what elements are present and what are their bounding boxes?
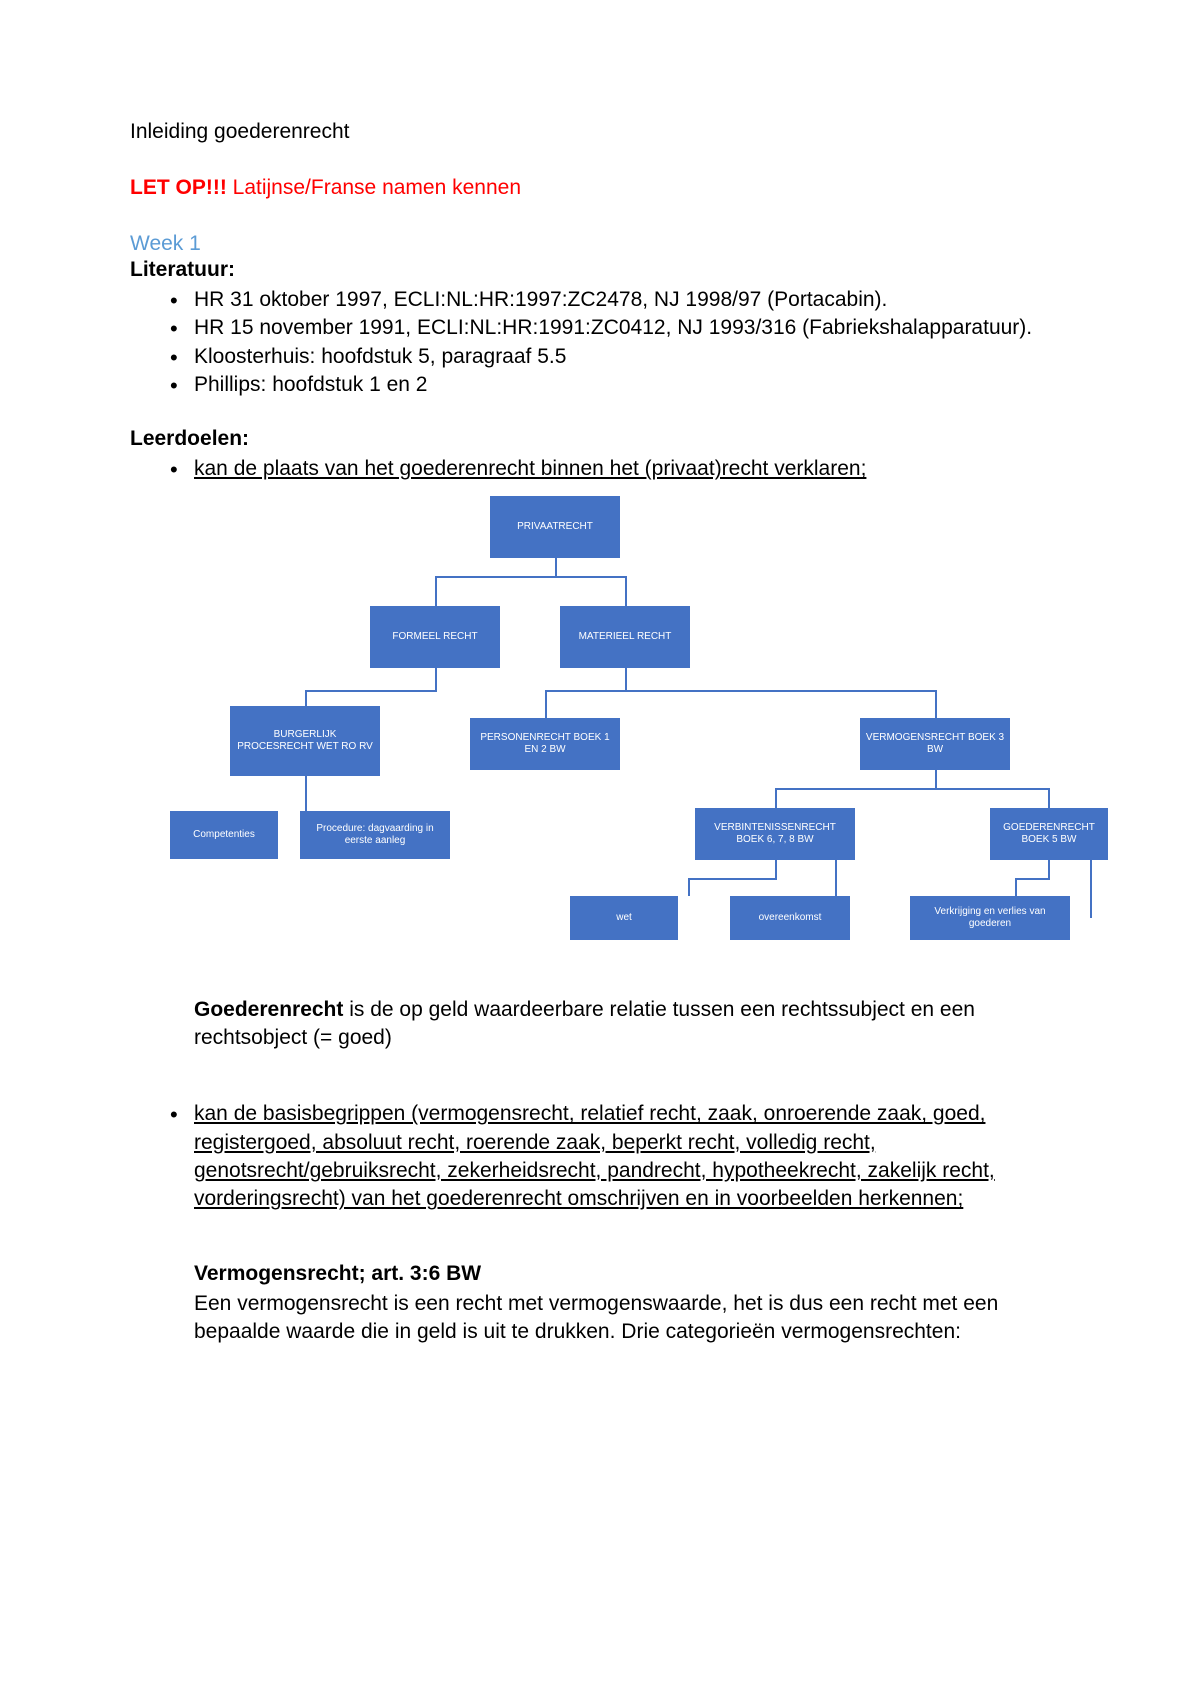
diagram-edge [435, 576, 437, 606]
literature-item: Kloosterhuis: hoofdstuk 5, paragraaf 5.5 [170, 343, 1070, 371]
diagram-edge [835, 860, 837, 896]
goal-item: kan de basisbegrippen (vermogensrecht, r… [170, 1100, 1070, 1213]
diagram-edge [625, 576, 627, 606]
diagram-edge [1048, 788, 1050, 808]
diagram-edge [435, 668, 437, 690]
warning-line: LET OP!!! Latijnse/Franse namen kennen [130, 176, 1070, 200]
definition-bold: Goederenrecht [194, 998, 343, 1021]
diagram-edge [435, 576, 627, 578]
diagram-node-burgerlijk: BURGERLIJK PROCESRECHT WET RO RV [230, 706, 380, 776]
diagram-node-vermogens: VERMOGENSRECHT BOEK 3 BW [860, 718, 1010, 770]
diagram-edge [305, 690, 307, 706]
vermogensrecht-heading: Vermogensrecht; art. 3:6 BW [194, 1262, 1070, 1286]
diagram-node-overeenkomst: overeenkomst [730, 896, 850, 940]
diagram-edge [935, 690, 937, 718]
diagram-edge [555, 558, 557, 576]
diagram-edge [545, 690, 937, 692]
document-title: Inleiding goederenrecht [130, 120, 1070, 144]
definition-paragraph: Goederenrecht is de op geld waardeerbare… [194, 996, 1060, 1053]
goals-list: kan de plaats van het goederenrecht binn… [130, 455, 1070, 483]
diagram-edge [775, 860, 777, 878]
diagram-edge [775, 788, 1050, 790]
literature-item: Phillips: hoofdstuk 1 en 2 [170, 371, 1070, 399]
diagram-node-wet: wet [570, 896, 678, 940]
hierarchy-diagram: PRIVAATRECHT FORMEEL RECHT MATERIEEL RECHT… [170, 496, 1110, 956]
diagram-edge [545, 690, 547, 718]
vermogensrecht-body: Een vermogensrecht is een recht met verm… [194, 1290, 1060, 1347]
diagram-edge [775, 788, 777, 808]
diagram-node-materieel: MATERIEEL RECHT [560, 606, 690, 668]
diagram-edge [1048, 860, 1050, 878]
goals-list-2: kan de basisbegrippen (vermogensrecht, r… [130, 1100, 1070, 1213]
diagram-edge [935, 770, 937, 788]
diagram-node-procedure: Procedure: dagvaarding in eerste aanleg [300, 811, 450, 859]
diagram-edge [1015, 878, 1017, 896]
diagram-node-privaatrecht: PRIVAATRECHT [490, 496, 620, 558]
warning-rest: Latijnse/Franse namen kennen [227, 176, 521, 199]
week-heading: Week 1 [130, 232, 1070, 256]
diagram-node-goederen: GOEDERENRECHT BOEK 5 BW [990, 808, 1108, 860]
diagram-edge [1090, 860, 1092, 918]
literature-item: HR 15 november 1991, ECLI:NL:HR:1991:ZC0… [170, 314, 1070, 342]
literature-item: HR 31 oktober 1997, ECLI:NL:HR:1997:ZC24… [170, 286, 1070, 314]
diagram-edge [305, 690, 437, 692]
goals-heading: Leerdoelen: [130, 427, 1070, 451]
diagram-node-personen: PERSONENRECHT BOEK 1 EN 2 BW [470, 718, 620, 770]
diagram-node-competenties: Competenties [170, 811, 278, 859]
warning-bold: LET OP!!! [130, 176, 227, 199]
diagram-edge [688, 878, 690, 896]
diagram-edge [1015, 878, 1050, 880]
diagram-node-formeel: FORMEEL RECHT [370, 606, 500, 668]
literature-list: HR 31 oktober 1997, ECLI:NL:HR:1997:ZC24… [130, 286, 1070, 399]
diagram-edge [688, 878, 777, 880]
diagram-edge [305, 776, 307, 811]
diagram-edge [625, 668, 627, 690]
literature-heading: Literatuur: [130, 258, 1070, 282]
goal-item: kan de plaats van het goederenrecht binn… [170, 455, 1070, 483]
diagram-node-verkrijging: Verkrijging en verlies van goederen [910, 896, 1070, 940]
diagram-node-verbintenis: VERBINTENISSENRECHT BOEK 6, 7, 8 BW [695, 808, 855, 860]
